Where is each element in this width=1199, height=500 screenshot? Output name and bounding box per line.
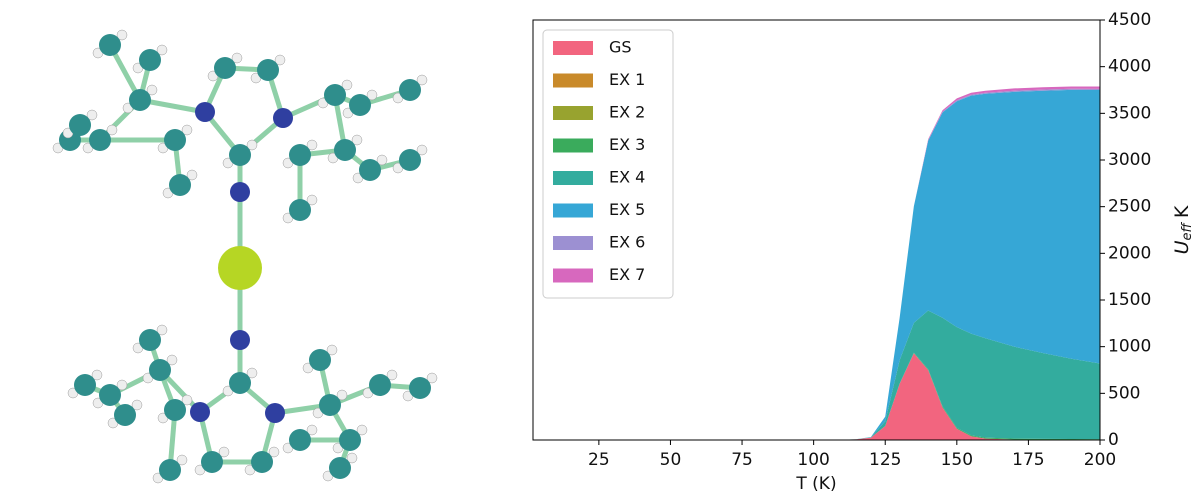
y-tick-label: 4000 [1108,57,1151,77]
carbon-atom [289,199,311,221]
carbon-atom [201,451,223,473]
x-tick-label: 75 [731,450,753,470]
nitrogen-atom [195,102,215,122]
legend-box [543,30,673,298]
legend-label: GS [609,38,632,57]
legend-label: EX 1 [609,70,645,89]
y-tick-label: 3000 [1108,150,1151,170]
x-axis-label: T (K) [795,474,836,494]
legend-label: EX 5 [609,200,645,219]
carbon-atom [399,79,421,101]
carbon-atom [89,129,111,151]
carbon-atom [114,404,136,426]
legend-swatch [553,236,593,250]
carbon-atom [99,34,121,56]
nitrogen-atom [190,402,210,422]
carbon-atom [74,374,96,396]
carbon-atom [99,384,121,406]
y-tick-label: 2500 [1108,197,1151,217]
chart: 25 50 75 100 125 150 175 2000 500 1000 1500 2000 250… [533,10,1195,494]
carbon-atom [164,129,186,151]
legend-label: EX 3 [609,135,645,154]
carbon-atom [334,139,356,161]
carbon-atom [159,459,181,481]
nitrogen-atom [230,330,250,350]
molecule-structure [53,30,437,483]
x-tick-label: 200 [1084,450,1116,470]
legend-swatch [553,204,593,218]
legend-swatch [553,269,593,283]
legend-swatch [553,171,593,185]
x-tick-label: 100 [797,450,829,470]
carbon-atom [139,49,161,71]
nitrogen-atom [230,182,250,202]
carbon-atom [229,144,251,166]
carbon-atom [257,59,279,81]
y-tick-label: 500 [1108,383,1140,403]
legend-swatch [553,139,593,153]
x-tick-label: 125 [869,450,901,470]
carbon-atom [309,349,331,371]
carbon-atom [149,359,171,381]
legend-label: EX 6 [609,233,645,252]
y-tick-label: 1000 [1108,337,1151,357]
carbon-atom [369,374,391,396]
carbon-atom [349,94,371,116]
legend-label: EX 2 [609,103,645,122]
carbon-atom [329,457,351,479]
legend-swatch [553,74,593,88]
carbon-atom [164,399,186,421]
legend-label: EX 7 [609,265,645,284]
y-tick-label: 0 [1108,430,1119,450]
legend-swatch [553,41,593,55]
nitrogen-atom [265,403,285,423]
x-tick-label: 150 [941,450,973,470]
nitrogen-atom [273,108,293,128]
carbon-atom [139,329,161,351]
x-tick-label: 25 [588,450,610,470]
germanium-atom [218,246,262,290]
carbon-atom [69,114,91,136]
y-axis-label: Ueff K [1171,205,1195,254]
y-label-symbol: U [1171,240,1193,254]
y-tick-label: 2000 [1108,243,1151,263]
carbon-atom [339,429,361,451]
carbon-atom [251,451,273,473]
carbon-atom [409,377,431,399]
carbon-atom [169,174,191,196]
carbon-atom [324,84,346,106]
y-label-subscript: eff [1180,221,1195,240]
y-tick-label: 3500 [1108,103,1151,123]
y-label-unit: K [1171,205,1193,218]
carbon-atom [359,159,381,181]
y-tick-label: 4500 [1108,10,1151,30]
carbon-atom [129,89,151,111]
legend: GS EX 1 EX 2 EX 3 EX 4 EX 5 EX 6 EX 7 [543,30,673,298]
carbon-atom [399,149,421,171]
carbon-atom [214,57,236,79]
carbon-atom [289,144,311,166]
y-tick-label: 1500 [1108,290,1151,310]
carbon-atom [229,372,251,394]
x-tick-label: 175 [1012,450,1044,470]
figure: 25 50 75 100 125 150 175 2000 500 1000 1500 2000 250… [0,0,1199,500]
legend-label: EX 4 [609,168,645,187]
legend-swatch [553,106,593,120]
x-tick-label: 50 [660,450,682,470]
carbon-atom [289,429,311,451]
carbon-atom [319,394,341,416]
